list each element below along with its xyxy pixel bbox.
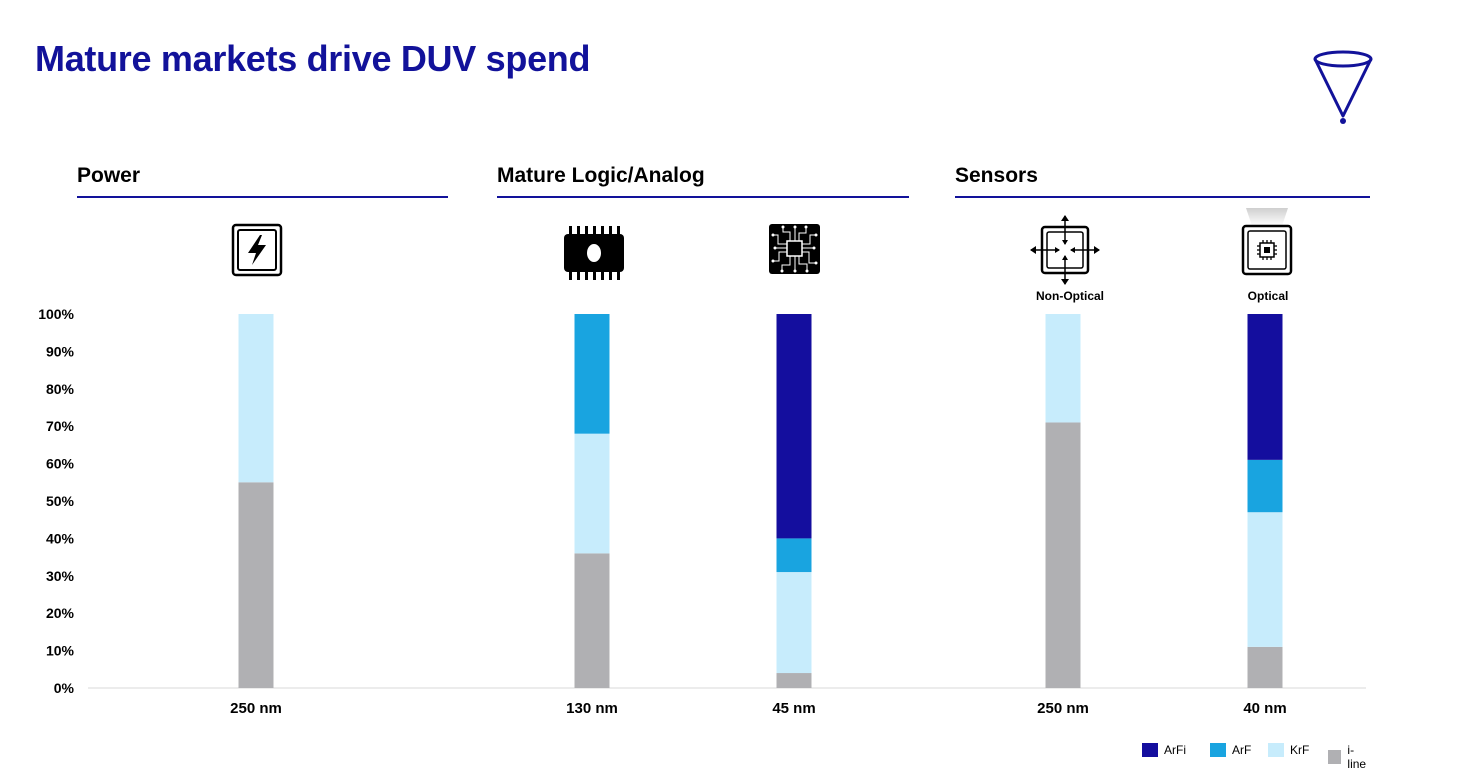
y-tick-label: 30% [46,568,75,584]
y-tick-label: 0% [54,680,75,696]
legend-label: ArF [1232,743,1252,757]
legend-item: i-line [1328,743,1369,771]
y-tick-label: 50% [46,493,75,509]
legend-item: KrF [1268,743,1309,757]
non-optical-caption: Non-Optical [1036,289,1104,303]
y-tick-label: 60% [46,456,75,472]
optical-caption: Optical [1247,289,1289,303]
bar-segment-krf [238,314,274,483]
legend-swatch [1142,743,1158,757]
y-tick-label: 80% [46,381,75,397]
y-tick-label: 40% [46,530,75,546]
bar-segment-arfi [776,314,812,539]
y-tick-label: 90% [46,343,75,359]
legend-label: ArFi [1164,743,1186,757]
bar-segment-arf [776,538,812,573]
legend-item: ArF [1210,743,1251,757]
bar-segment-krf [1045,314,1081,423]
non-optical-sensor-icon [1030,215,1100,285]
section-title-mature-logic: Mature Logic/Analog [497,164,909,198]
memory-chip-icon [564,226,624,280]
legend-swatch [1328,750,1342,764]
y-tick-label: 100% [38,306,74,322]
x-tick-label: 250 nm [1037,700,1089,717]
bar-segment-i-line [1045,422,1081,688]
bar-segment-i-line [238,482,274,688]
x-tick-label: 45 nm [772,700,815,717]
y-tick-label: 70% [46,418,75,434]
bar-segment-i-line [574,553,610,688]
x-tick-label: 250 nm [230,700,282,717]
legend-item: ArFi [1142,743,1186,757]
section-title-sensors: Sensors [955,164,1370,198]
page-title: Mature markets drive DUV spend [35,38,591,79]
bar-segment-krf [1247,512,1283,647]
circuit-chip-icon [769,224,820,274]
bar-segment-arf [574,314,610,434]
y-tick-label: 20% [46,605,75,621]
legend-swatch [1268,743,1284,757]
bar-segment-krf [776,572,812,674]
bar-segment-arfi [1247,314,1283,460]
funnel-logo-icon [1313,50,1373,124]
y-tick-label: 10% [46,643,75,659]
legend-label: KrF [1290,743,1310,757]
legend-swatch [1210,743,1226,757]
bar-segment-i-line [776,673,812,688]
bar-segment-i-line [1247,646,1283,688]
optical-sensor-icon [1241,208,1293,276]
section-title-power: Power [77,164,448,198]
x-tick-label: 130 nm [566,700,618,717]
x-tick-label: 40 nm [1243,700,1286,717]
bar-segment-arf [1247,459,1283,513]
legend-label: i-line [1347,743,1367,771]
bar-segment-krf [574,433,610,554]
power-lightning-icon [231,223,283,277]
